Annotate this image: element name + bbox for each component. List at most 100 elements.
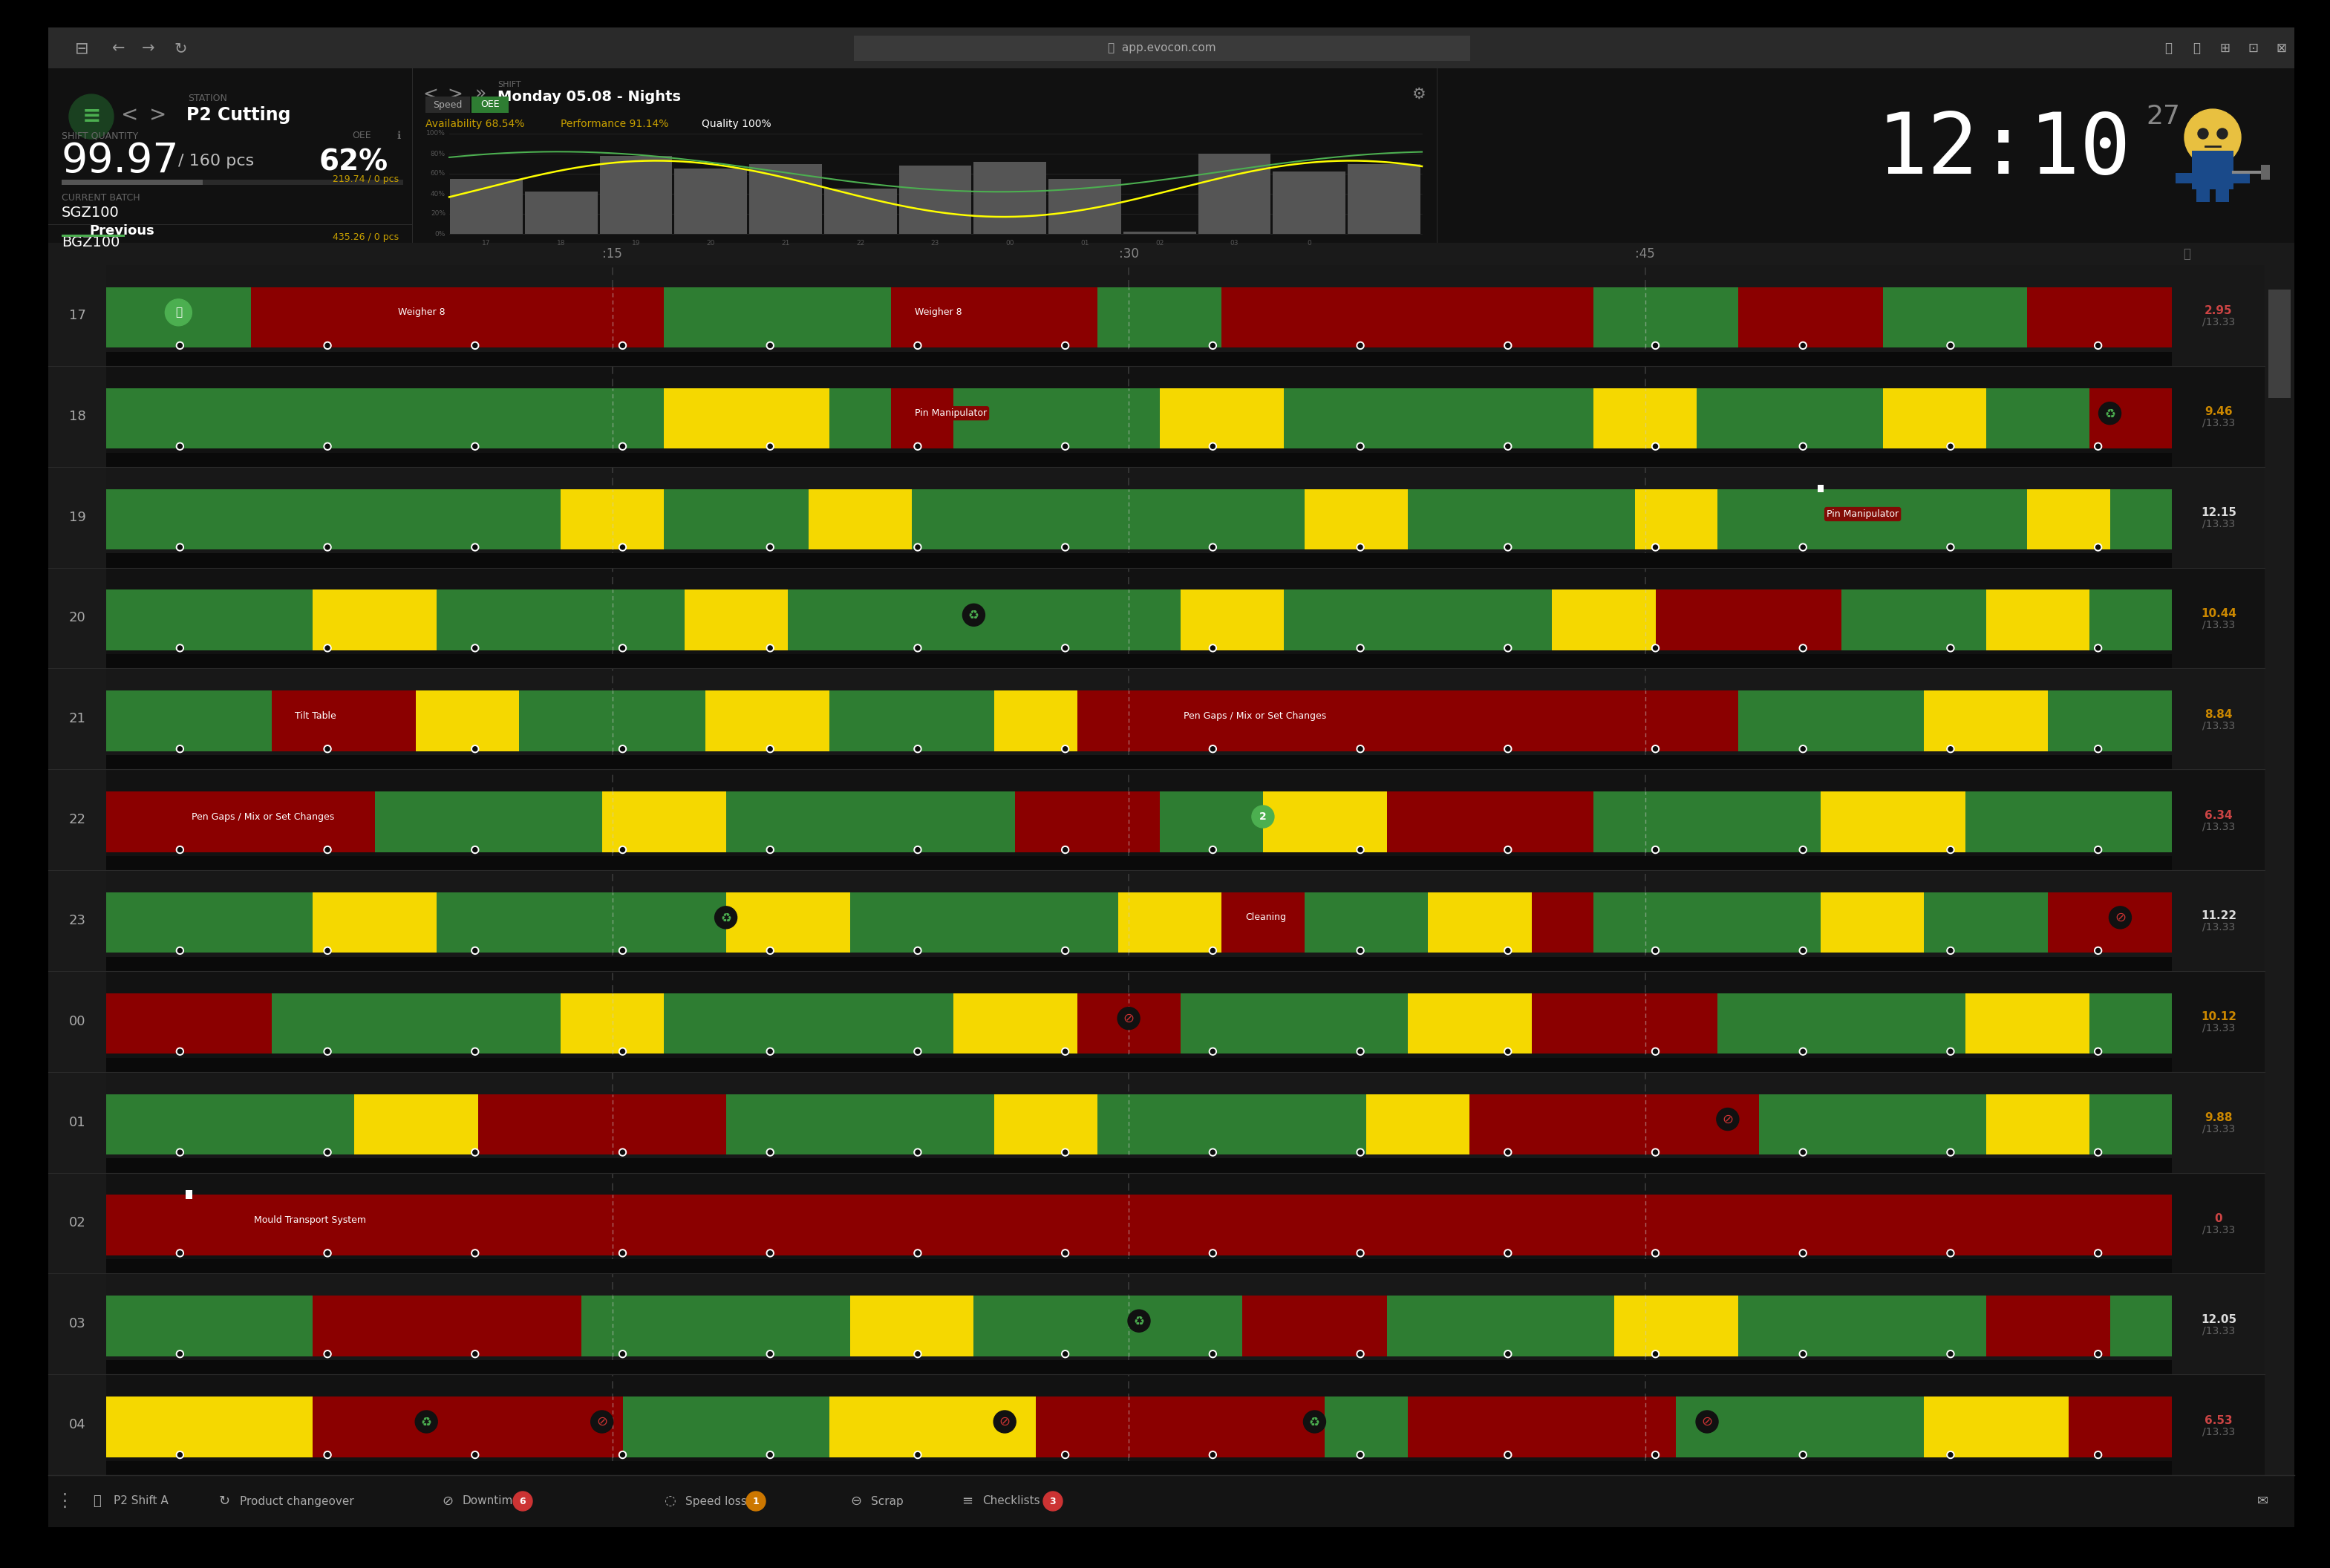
Circle shape <box>177 1352 182 1356</box>
Text: Quality 100%: Quality 100% <box>701 119 771 129</box>
Bar <box>1305 489 1407 549</box>
Bar <box>580 1295 850 1356</box>
Circle shape <box>2095 847 2102 853</box>
Circle shape <box>1948 644 1955 652</box>
Bar <box>49 770 2265 870</box>
Circle shape <box>1358 1049 1363 1054</box>
Circle shape <box>913 1450 920 1458</box>
Circle shape <box>1209 1350 1216 1358</box>
Circle shape <box>1654 1251 1657 1256</box>
Circle shape <box>2095 947 2102 955</box>
Circle shape <box>324 1149 331 1156</box>
Circle shape <box>620 1149 624 1154</box>
Circle shape <box>1062 1049 1067 1054</box>
FancyBboxPatch shape <box>49 28 2295 1527</box>
Circle shape <box>324 1047 331 1055</box>
Text: CURRENT BATCH: CURRENT BATCH <box>61 193 140 202</box>
Bar <box>1037 1397 1326 1457</box>
Text: <: < <box>121 105 137 125</box>
Bar <box>107 892 312 953</box>
Circle shape <box>326 1251 331 1256</box>
Circle shape <box>916 1352 920 1356</box>
Circle shape <box>769 444 771 448</box>
Text: Product changeover: Product changeover <box>240 1496 354 1507</box>
Circle shape <box>1212 1452 1214 1457</box>
Text: 18: 18 <box>70 409 86 423</box>
Circle shape <box>1948 949 1953 953</box>
Circle shape <box>1062 646 1067 651</box>
Bar <box>2197 187 2209 202</box>
Bar <box>1221 892 1305 953</box>
Circle shape <box>1652 847 1659 853</box>
Circle shape <box>1654 444 1657 448</box>
Circle shape <box>415 1411 438 1433</box>
Text: 10.12: 10.12 <box>2202 1011 2237 1022</box>
Text: /13.33: /13.33 <box>2202 519 2234 528</box>
Text: /13.33: /13.33 <box>2202 720 2234 731</box>
Text: 12.15: 12.15 <box>2202 506 2237 519</box>
Text: Pen Gaps / Mix or Set Changes: Pen Gaps / Mix or Set Changes <box>1184 710 1326 721</box>
Bar <box>61 180 203 185</box>
Text: Mould Transport System: Mould Transport System <box>254 1215 366 1225</box>
Circle shape <box>1062 947 1069 955</box>
Text: ≡: ≡ <box>82 105 100 127</box>
Bar <box>1123 232 1195 234</box>
Text: / 160 pcs: / 160 pcs <box>177 154 254 168</box>
Circle shape <box>1212 949 1214 953</box>
Bar <box>1594 892 1820 953</box>
Bar <box>524 191 596 234</box>
Bar <box>664 287 890 348</box>
Bar <box>270 993 562 1054</box>
Text: 03: 03 <box>1230 240 1240 246</box>
Bar <box>1386 792 1594 851</box>
Circle shape <box>916 1149 920 1154</box>
Circle shape <box>620 848 624 851</box>
Bar <box>890 287 1097 348</box>
Circle shape <box>1799 847 1806 853</box>
Circle shape <box>2218 129 2227 140</box>
Bar <box>1407 489 1636 549</box>
Bar <box>1925 1397 2069 1457</box>
Circle shape <box>1358 546 1363 549</box>
Circle shape <box>962 604 986 626</box>
Circle shape <box>1062 1251 1067 1256</box>
Bar <box>850 892 1118 953</box>
Circle shape <box>1209 544 1216 550</box>
Circle shape <box>1118 1007 1139 1030</box>
Bar <box>1717 489 2027 549</box>
Text: SHIFT: SHIFT <box>499 82 522 88</box>
Bar <box>1531 993 1717 1054</box>
Bar <box>1097 1094 1365 1154</box>
Bar <box>107 654 2172 668</box>
Circle shape <box>324 1250 331 1258</box>
Circle shape <box>471 1149 478 1156</box>
Text: SGZ100: SGZ100 <box>61 205 119 220</box>
Bar <box>107 1058 2172 1073</box>
Circle shape <box>1654 1452 1657 1457</box>
Circle shape <box>177 746 182 751</box>
Circle shape <box>1209 745 1216 753</box>
Circle shape <box>326 546 331 549</box>
Circle shape <box>177 1250 184 1258</box>
Circle shape <box>1356 947 1363 955</box>
Circle shape <box>1652 1149 1659 1156</box>
Text: BGZ100: BGZ100 <box>61 235 119 249</box>
Circle shape <box>1799 1450 1806 1458</box>
Circle shape <box>1948 848 1953 851</box>
Circle shape <box>2099 401 2120 425</box>
Bar <box>2090 993 2172 1054</box>
Circle shape <box>1356 1350 1363 1358</box>
Text: 40%: 40% <box>431 190 445 198</box>
Circle shape <box>1356 1047 1363 1055</box>
Bar <box>436 892 727 953</box>
Circle shape <box>1948 1450 1955 1458</box>
Circle shape <box>620 343 624 348</box>
Circle shape <box>1062 444 1067 448</box>
Text: ⊘: ⊘ <box>2116 911 2125 924</box>
Circle shape <box>1505 848 1510 851</box>
Circle shape <box>177 442 184 450</box>
Bar <box>727 892 850 953</box>
Text: ⊡: ⊡ <box>2248 42 2258 55</box>
Circle shape <box>177 848 182 851</box>
Circle shape <box>326 1452 331 1457</box>
